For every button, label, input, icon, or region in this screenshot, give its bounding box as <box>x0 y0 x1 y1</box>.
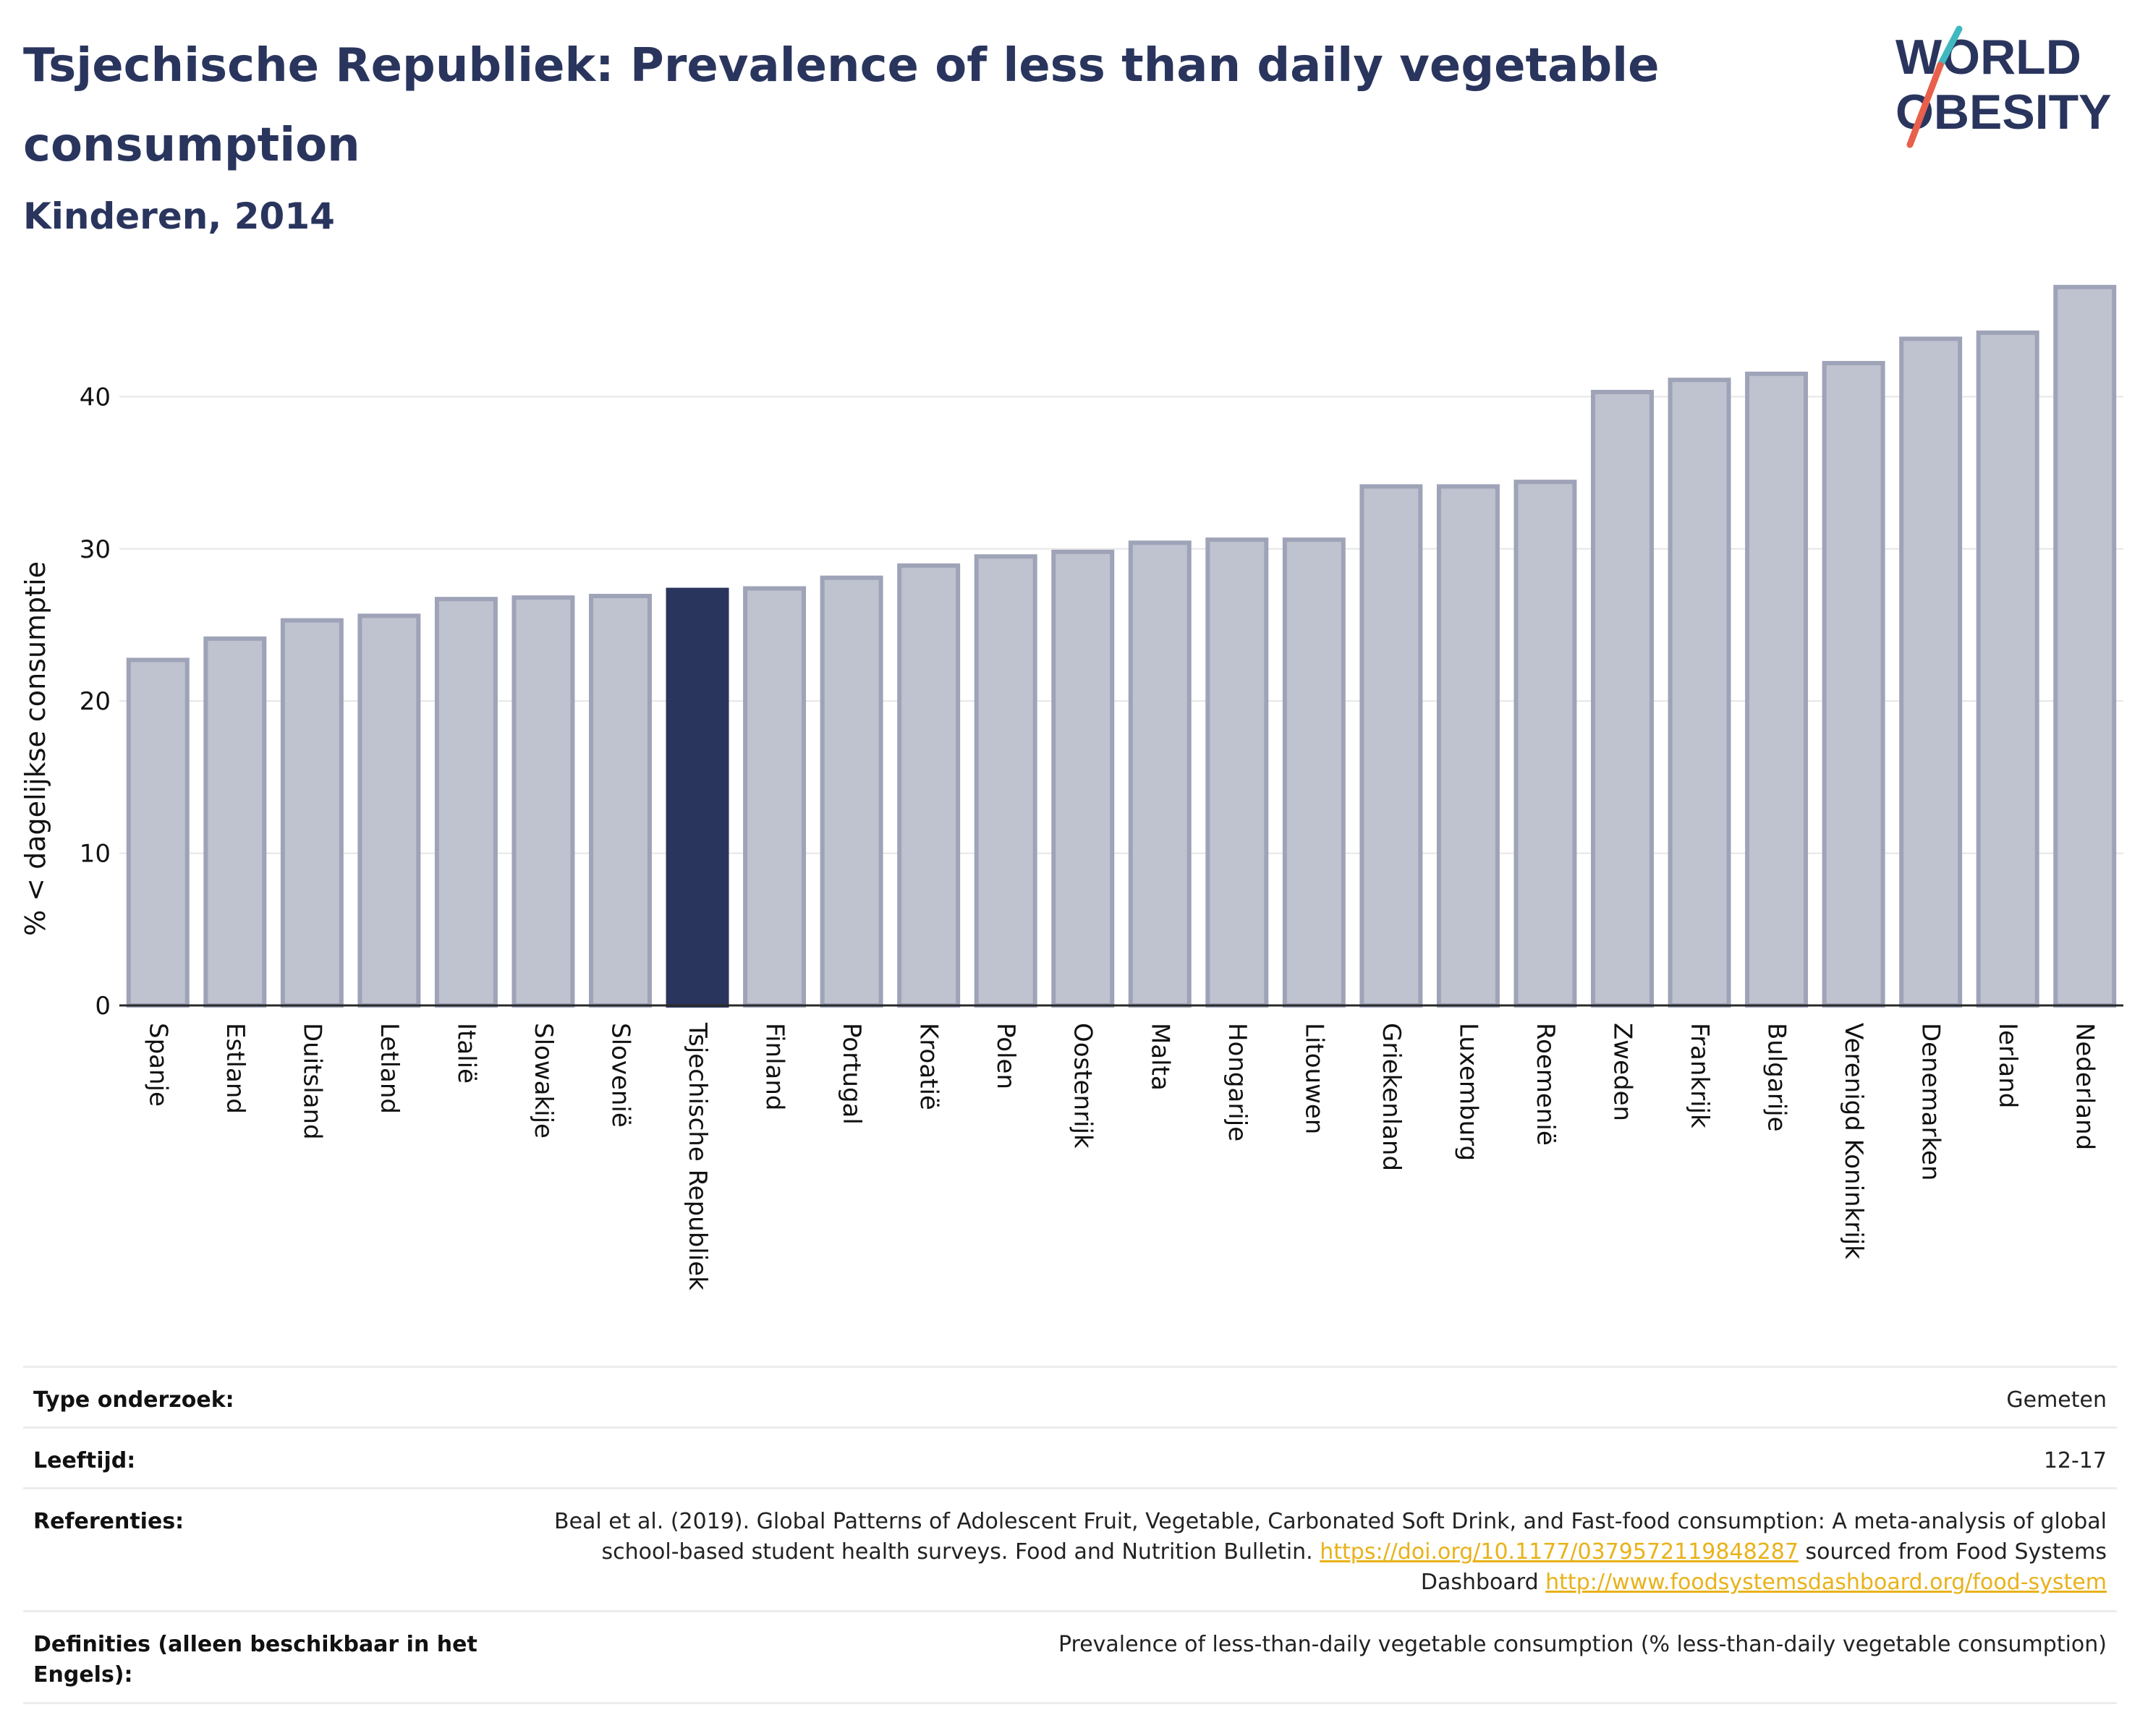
y-tick-label: 10 <box>80 840 111 869</box>
x-tick-label: Finland <box>760 1023 789 1111</box>
meta-age-label: Leeftijd: <box>33 1448 136 1473</box>
meta-age-value: 12-17 <box>2043 1448 2107 1473</box>
bar <box>126 658 190 1008</box>
y-axis-title: % < dagelijkse consumptie <box>20 561 51 936</box>
x-tick-label: Duitsland <box>297 1023 326 1140</box>
x-tick-label: Tsjechische Republiek <box>683 1022 712 1290</box>
x-tick-label: Kroatië <box>914 1023 943 1110</box>
ref-dashboard-link[interactable]: http://www.foodsystemsdashboard.org/food… <box>1545 1570 2107 1595</box>
chart-title: Tsjechische Republiek: Prevalence of les… <box>23 39 1660 172</box>
x-tick-label: Denemarken <box>1916 1023 1945 1180</box>
meta-row-references: Referenties: Beal et al. (2019). Global … <box>23 1487 2117 1610</box>
bar <box>1282 537 1346 1008</box>
ref-text-2: sourced from Food Systems Dashboard <box>1420 1539 2107 1595</box>
bar <box>1359 484 1423 1008</box>
x-tick-label: Portugal <box>837 1023 866 1125</box>
x-tick-labels: Spanje Estland Duitsland Letland Italië Slowa… <box>143 1022 2099 1290</box>
bar <box>1822 361 1885 1008</box>
bar <box>974 554 1037 1008</box>
bar <box>1591 390 1654 1008</box>
x-tick-label: Verenigd Koninkrijk <box>1839 1023 1868 1259</box>
y-tick-label: 30 <box>80 535 111 564</box>
x-tick-label: Hongarije <box>1223 1023 1252 1141</box>
bar-highlight <box>666 587 729 1008</box>
bar <box>203 636 267 1008</box>
x-tick-label: Luxemburg <box>1453 1023 1482 1161</box>
bar <box>743 586 807 1008</box>
bar <box>589 593 652 1008</box>
x-tick-label: Malta <box>1145 1023 1174 1091</box>
svg-text:WORLD: WORLD <box>1895 30 2081 85</box>
bar <box>2053 284 2117 1008</box>
bar <box>1205 537 1269 1008</box>
meta-type-label: Type onderzoek: <box>33 1387 234 1413</box>
ref-doi-link[interactable]: https://doi.org/10.1177/0379572119848287 <box>1320 1539 1799 1565</box>
y-tick-label: 0 <box>95 992 111 1021</box>
y-tick-label: 20 <box>80 687 111 716</box>
x-tick-label: Ierland <box>1993 1023 2022 1108</box>
world-obesity-logo: WORLD OBESITY <box>1895 25 2112 148</box>
bar <box>1128 540 1192 1008</box>
meta-row-definitions: Definities (alleen beschikbaar in het En… <box>23 1610 2117 1704</box>
x-tick-label: Letland <box>375 1023 404 1114</box>
x-tick-label: Slowakije <box>529 1023 558 1139</box>
bar <box>357 613 421 1008</box>
bar <box>897 563 961 1008</box>
x-tick-label: Italië <box>451 1023 480 1084</box>
x-tick-label: Slovenië <box>606 1023 635 1128</box>
x-tick-label: Oostenrijk <box>1069 1023 1097 1149</box>
x-tick-label: Spanje <box>143 1023 172 1107</box>
bar <box>434 597 498 1008</box>
ref-text-1: Beal et al. (2019). Global Patterns of A… <box>553 1509 2107 1565</box>
chart-subtitle: Kinderen, 2014 <box>23 195 335 237</box>
x-tick-label: Estland <box>221 1023 250 1114</box>
bar <box>1899 336 1963 1008</box>
bar-chart: 0 10 20 30 40 Spanje Estland Duitsland Letland I… <box>20 284 2123 1290</box>
x-tick-label: Polen <box>991 1023 1020 1089</box>
meta-type-value: Gemeten <box>2006 1387 2107 1413</box>
meta-row-type: Type onderzoek: Gemeten <box>23 1366 2117 1426</box>
meta-def-value: Prevalence of less-than-daily vegetable … <box>1058 1632 2107 1657</box>
meta-ref-label: Referenties: <box>33 1509 184 1534</box>
meta-ref-value: Beal et al. (2019). Global Patterns of A… <box>551 1507 2107 1610</box>
meta-def-label: Definities (alleen beschikbaar in het En… <box>33 1632 477 1688</box>
bar <box>511 595 575 1008</box>
x-tick-label: Frankrijk <box>1685 1023 1714 1128</box>
x-tick-label: Roemenië <box>1531 1023 1560 1146</box>
bar <box>820 575 883 1008</box>
y-tick-labels: 0 10 20 30 40 <box>80 383 111 1021</box>
x-tick-label: Nederland <box>2071 1023 2099 1150</box>
x-tick-label: Zweden <box>1608 1023 1637 1121</box>
x-tick-label: Litouwen <box>1299 1023 1328 1134</box>
bar <box>1513 480 1577 1008</box>
bar <box>280 618 344 1008</box>
bar <box>1668 378 1731 1008</box>
bars <box>126 284 2117 1008</box>
bar <box>1436 484 1500 1008</box>
meta-row-age: Leeftijd: 12-17 <box>23 1426 2117 1487</box>
y-tick-label: 40 <box>80 383 111 412</box>
x-tick-label: Bulgarije <box>1762 1023 1791 1132</box>
metadata-table: Type onderzoek: Gemeten Leeftijd: 12-17 … <box>23 1366 2117 1704</box>
bar <box>1051 549 1115 1008</box>
x-tick-label: Griekenland <box>1377 1023 1406 1171</box>
bar <box>1745 371 1809 1008</box>
bar <box>1976 330 2039 1008</box>
